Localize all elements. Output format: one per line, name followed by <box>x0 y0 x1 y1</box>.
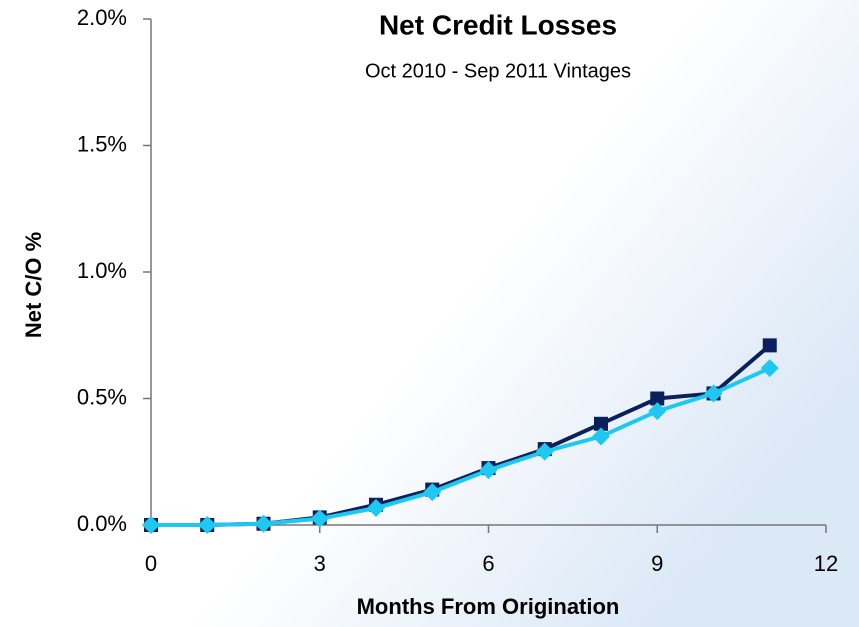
point <box>704 384 723 403</box>
point <box>592 427 610 446</box>
point <box>142 516 160 534</box>
y-tick-label: 0.5% <box>77 384 127 409</box>
point <box>594 416 608 431</box>
point <box>254 514 273 533</box>
y-tick-label: 0.0% <box>77 511 127 536</box>
point <box>367 499 385 518</box>
y-tick-label: 1.5% <box>77 131 127 156</box>
point <box>648 402 667 421</box>
point <box>479 461 498 480</box>
x-tick-label: 6 <box>482 551 494 576</box>
series-line <box>151 366 771 527</box>
x-tick-label: 0 <box>145 551 157 576</box>
point <box>650 391 665 406</box>
y-tick-label: 1.0% <box>77 258 127 283</box>
point <box>762 338 777 353</box>
x-tick-label: 12 <box>814 551 838 576</box>
point <box>535 442 554 461</box>
point <box>198 516 217 534</box>
x-tick-label: 9 <box>651 551 663 576</box>
y-tick-label: 2.0% <box>77 5 127 30</box>
point <box>760 359 779 378</box>
chart-title: Net Credit Losses <box>379 9 617 40</box>
point <box>423 483 442 502</box>
x-tick-label: 3 <box>314 551 326 576</box>
x-axis-label: Months From Origination <box>357 594 620 619</box>
y-axis-label: Net C/O % <box>21 232 46 338</box>
point <box>310 509 329 528</box>
chart-subtitle: Oct 2010 - Sep 2011 Vintages <box>365 60 631 82</box>
